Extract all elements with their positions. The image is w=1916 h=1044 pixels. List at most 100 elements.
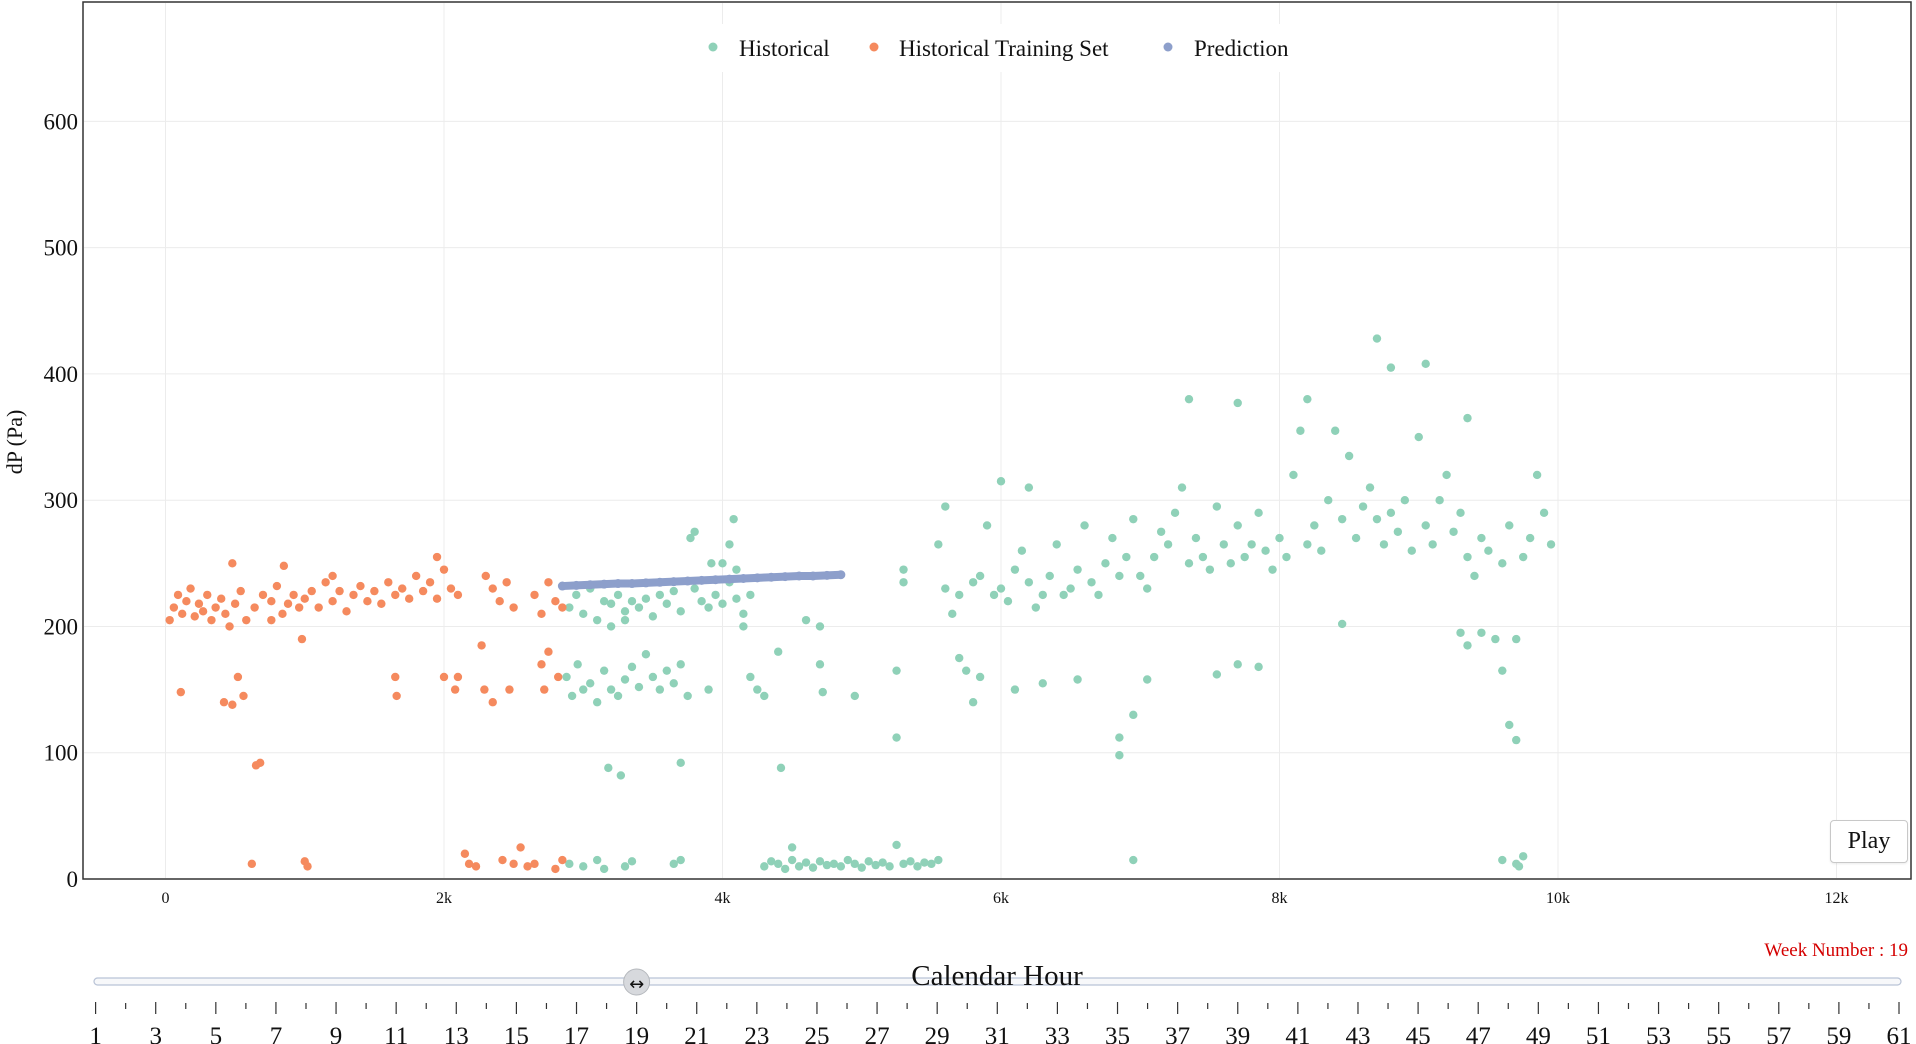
data-point (1310, 521, 1319, 530)
x-tick-label: 10k (1546, 890, 1570, 907)
slider-tick-label: 15 (504, 1023, 529, 1044)
data-point (641, 594, 651, 603)
data-point (1477, 533, 1486, 543)
data-point (613, 691, 623, 701)
data-point (822, 860, 832, 870)
data-point (1470, 571, 1479, 581)
slider-tick-label: 17 (564, 1023, 589, 1044)
data-point (230, 599, 240, 608)
data-point (774, 859, 783, 869)
data-point (537, 609, 546, 619)
data-point (1254, 662, 1263, 672)
data-point (989, 590, 999, 600)
data-point (1498, 666, 1507, 675)
data-point (321, 578, 330, 587)
data-point (356, 581, 365, 591)
data-point (1101, 559, 1110, 568)
plot-frame (82, 1, 1912, 880)
data-point (182, 597, 191, 606)
data-point (217, 594, 226, 603)
data-point (1372, 334, 1382, 343)
x-tick-label: 6k (993, 890, 1009, 907)
data-point (1456, 628, 1465, 637)
play-button[interactable]: Play (1830, 820, 1908, 863)
data-point (1219, 540, 1229, 549)
data-point (592, 698, 602, 707)
data-point (808, 863, 818, 872)
data-point (683, 691, 692, 701)
y-tick-label: 400 (44, 362, 79, 387)
data-point (1198, 552, 1208, 562)
slider-tick-label: 3 (149, 1023, 162, 1044)
data-point (384, 578, 393, 587)
week-slider[interactable]: 1 3 5 7 9 11 13 15 17 19 21 23 25 27 29 31 33 35 37 39 41 43 4… (89, 968, 1912, 1044)
data-point (228, 559, 237, 568)
data-point (1087, 578, 1096, 587)
series-historical (562, 334, 1556, 874)
data-point (1505, 521, 1514, 530)
legend: Historical Historical Training Set Predict… (695, 24, 1310, 72)
data-point (1149, 552, 1159, 562)
data-point (551, 864, 560, 874)
data-point (704, 685, 713, 694)
data-point (690, 527, 699, 536)
legend-item: Historical Training Set (869, 36, 1109, 61)
data-point (1518, 852, 1528, 861)
slider-handle[interactable]: ↔ (623, 968, 651, 996)
data-point (453, 672, 463, 682)
legend-item: Prediction (1163, 36, 1289, 61)
data-point (662, 666, 671, 675)
data-point (1491, 634, 1500, 644)
data-point (604, 763, 613, 773)
data-point (857, 863, 866, 872)
data-point (1400, 496, 1410, 505)
data-point (169, 603, 179, 612)
data-point (780, 864, 790, 874)
legend-marker (869, 42, 879, 52)
data-point (544, 647, 553, 656)
slider-tick-label: 29 (925, 1023, 950, 1044)
data-point (258, 590, 268, 600)
data-point (211, 603, 220, 612)
data-point (1539, 508, 1549, 518)
data-point (250, 603, 259, 612)
data-point (464, 859, 474, 869)
x-tick-label: 8k (1272, 890, 1288, 907)
data-point (648, 612, 658, 621)
data-point (1136, 571, 1145, 581)
data-point (1143, 675, 1152, 684)
double-arrow-icon: ↔ (629, 974, 644, 995)
data-point (1163, 540, 1173, 549)
data-point (739, 622, 748, 631)
data-point (1351, 533, 1361, 543)
data-point (300, 594, 309, 603)
data-point (488, 698, 497, 707)
data-point (1122, 552, 1131, 562)
data-point (432, 594, 442, 603)
data-point (1296, 426, 1305, 435)
data-point (599, 597, 609, 606)
data-point (242, 615, 251, 625)
data-point (1129, 710, 1138, 720)
data-point (190, 612, 199, 621)
data-point (1386, 508, 1396, 518)
data-point (620, 607, 630, 616)
data-point (968, 698, 978, 707)
data-point (892, 733, 901, 742)
data-point (165, 615, 174, 625)
data-point (1282, 552, 1291, 562)
data-point (746, 672, 755, 682)
data-point (530, 859, 539, 869)
slider-track[interactable] (93, 977, 1902, 986)
slider-tick-label: 53 (1646, 1023, 1671, 1044)
data-point (314, 603, 323, 612)
data-point (1073, 675, 1082, 684)
data-point (1247, 540, 1256, 549)
data-point (1512, 634, 1521, 644)
x-tick-labels: 0 2k 4k 6k 8k 10k 12k (162, 890, 1849, 907)
data-point (363, 597, 372, 606)
y-tick-label: 600 (44, 109, 79, 134)
data-point (1233, 398, 1242, 408)
data-point (801, 615, 811, 625)
data-point (676, 855, 685, 865)
